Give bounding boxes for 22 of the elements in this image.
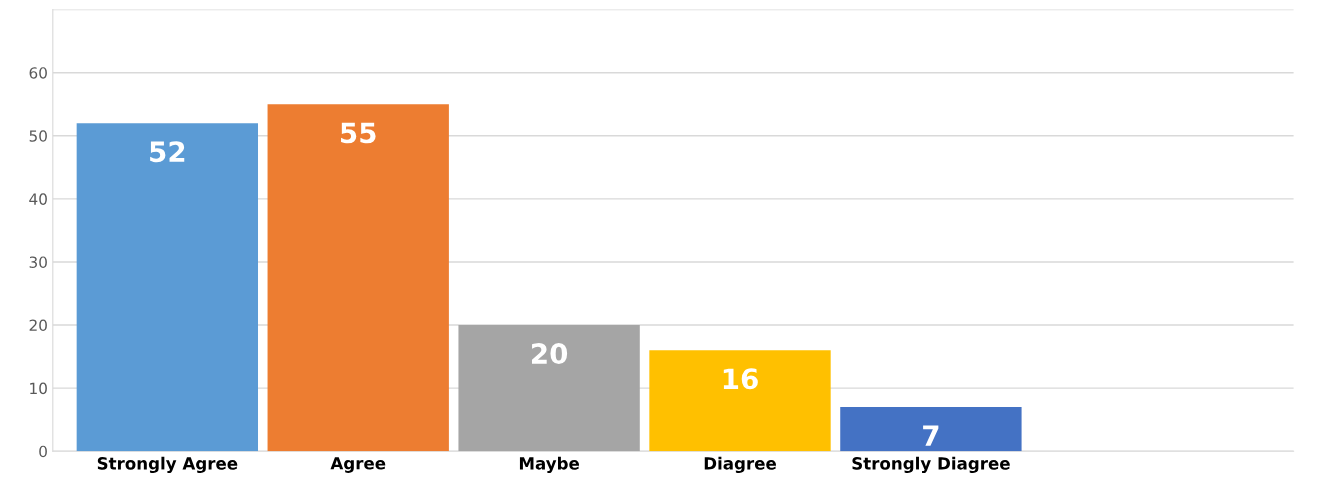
y-tick-label: 60 (29, 67, 47, 79)
bar (267, 104, 449, 452)
y-tick-label: 50 (29, 130, 47, 142)
data-label: 20 (531, 343, 568, 365)
bar (840, 407, 1022, 452)
bar (76, 123, 259, 452)
y-tick-label: 30 (29, 256, 47, 268)
x-tick-label: Maybe (519, 456, 580, 474)
y-tick-label: 0 (39, 445, 47, 458)
y-tick-label: 20 (29, 319, 47, 332)
bar (649, 350, 831, 452)
x-tick-label: Agree (330, 457, 386, 473)
x-tick-label: Strongly Agree (97, 456, 238, 474)
x-tick-label: Diagree (704, 456, 776, 474)
data-label: 52 (150, 141, 185, 163)
data-label: 7 (923, 425, 939, 446)
x-tick-label: Strongly Diagree (852, 456, 1010, 474)
data-label: 16 (723, 368, 758, 390)
data-label: 55 (341, 122, 376, 144)
y-tick-label: 40 (29, 193, 47, 205)
y-tick-label: 10 (30, 382, 47, 395)
bar (458, 325, 640, 452)
